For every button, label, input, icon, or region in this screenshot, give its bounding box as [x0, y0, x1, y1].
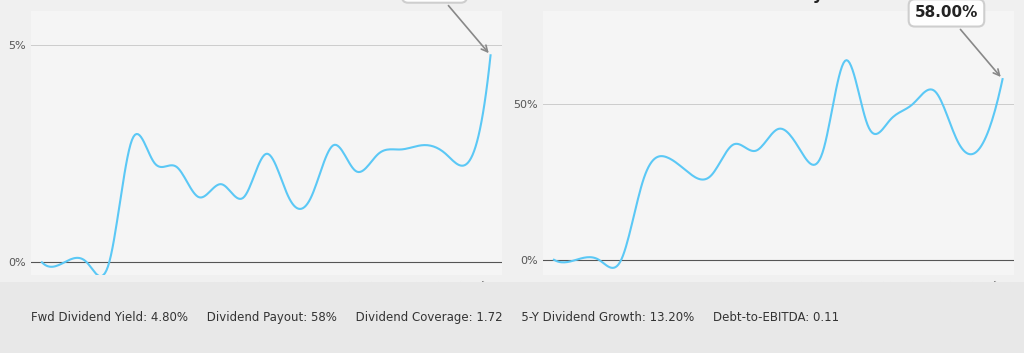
Title: Dividend Yield: Dividend Yield — [199, 0, 334, 4]
Text: Fwd Dividend Yield: 4.80%     Dividend Payout: 58%     Dividend Coverage: 1.72  : Fwd Dividend Yield: 4.80% Dividend Payou… — [31, 311, 839, 324]
Text: 58.00%: 58.00% — [914, 5, 999, 76]
Text: 4.77%: 4.77% — [409, 0, 487, 52]
Title: Dividend Payout: Dividend Payout — [701, 0, 855, 4]
